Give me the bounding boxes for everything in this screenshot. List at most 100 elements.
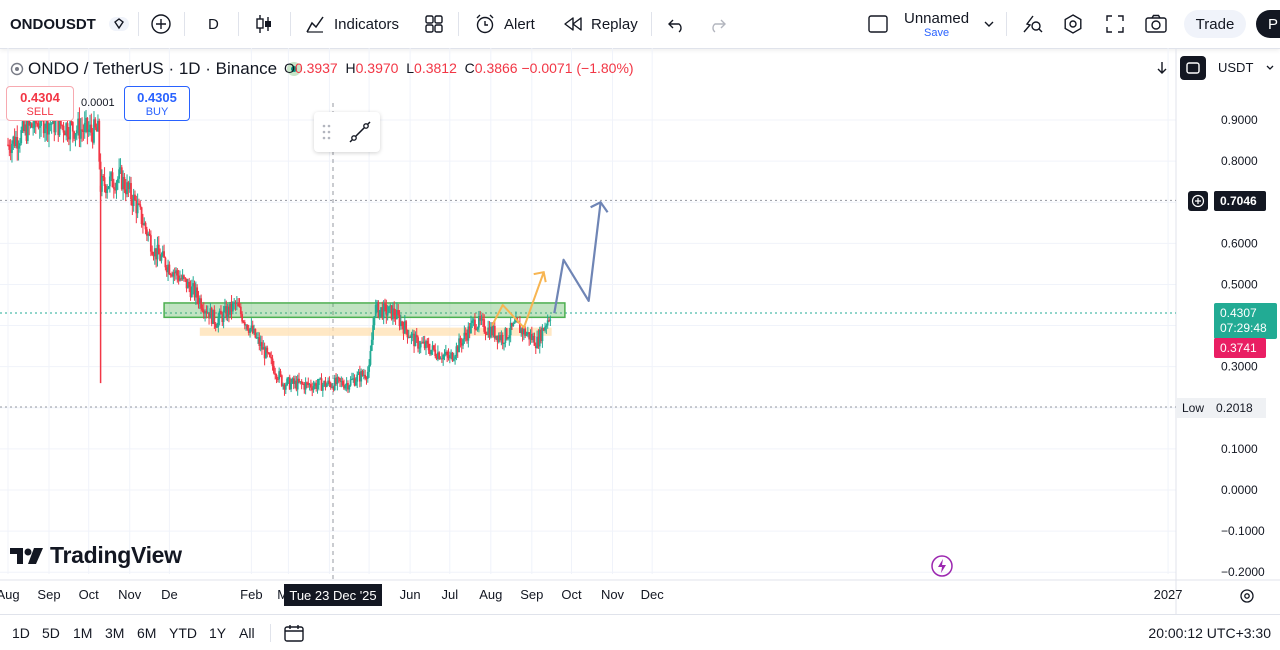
candle-body — [25, 124, 28, 141]
redo-button[interactable] — [706, 0, 728, 48]
candle-body — [218, 310, 221, 319]
candle-body — [112, 187, 115, 189]
last-price-label: 0.4307 07:29:48 — [1214, 303, 1277, 339]
time-tick-label: Dec — [641, 587, 665, 602]
templates-button[interactable] — [423, 0, 445, 48]
candle-body — [209, 308, 212, 319]
candle-body — [525, 333, 528, 336]
candle-body — [254, 328, 257, 338]
candle-body — [30, 123, 33, 128]
candle-body — [8, 144, 11, 150]
clock-timezone[interactable]: 20:00:12 UTC+3:30 — [1148, 625, 1271, 641]
candle-body — [176, 270, 179, 276]
candle-body — [181, 275, 184, 280]
candle-body — [545, 325, 548, 327]
candle-body — [380, 307, 382, 311]
alert-label: Alert — [504, 15, 535, 33]
indicators-button[interactable]: Indicators — [304, 0, 399, 48]
candle-body — [413, 333, 415, 347]
candle-body — [157, 244, 160, 255]
candle-body — [451, 352, 454, 361]
event-lightning-icon[interactable] — [930, 554, 954, 583]
sell-button[interactable]: 0.4304 SELL — [6, 86, 74, 121]
range-5d[interactable]: 5D — [42, 625, 60, 641]
candle-body — [183, 275, 185, 278]
range-ytd[interactable]: YTD — [169, 625, 197, 641]
candle-body — [398, 314, 401, 327]
candle-body — [458, 338, 460, 353]
floating-drawing-toolbar[interactable] — [314, 112, 380, 152]
date-range-calendar-icon[interactable] — [283, 623, 305, 648]
replay-button[interactable]: Replay — [562, 0, 638, 48]
candle-body — [405, 321, 408, 330]
candle-body — [488, 327, 491, 338]
candle-body — [145, 229, 148, 236]
candle-body — [213, 309, 216, 325]
candle-body — [331, 387, 333, 389]
range-all[interactable]: All — [239, 625, 255, 641]
candle-body — [462, 339, 464, 346]
gear-icon — [1064, 14, 1082, 34]
currency-selector[interactable]: USDT — [1218, 60, 1253, 75]
chart-type-button[interactable] — [254, 0, 274, 48]
layout-menu-chevron-icon[interactable] — [982, 0, 996, 48]
candle-body — [272, 365, 275, 374]
trade-button[interactable]: Trade — [1184, 10, 1246, 38]
quick-search-button[interactable] — [1020, 0, 1044, 48]
range-3m[interactable]: 3M — [105, 625, 125, 641]
candle-body — [327, 380, 330, 385]
scroll-down-icon[interactable] — [1154, 60, 1170, 81]
candle-body — [257, 337, 259, 339]
add-alert-plus-icon[interactable] — [1188, 191, 1208, 211]
candle-body — [226, 306, 229, 319]
compare-symbol-button[interactable] — [150, 0, 172, 48]
time-axis: AugSepOctNovDeFebMarAprMayJunJulAugSepOc… — [0, 587, 1183, 602]
candle-body — [81, 129, 83, 131]
interval-button[interactable]: D — [208, 0, 219, 48]
candle-body — [159, 254, 162, 261]
range-1d[interactable]: 1D — [12, 625, 30, 641]
currency-chevron-icon[interactable] — [1264, 61, 1276, 79]
candle-body — [234, 302, 237, 304]
range-6m[interactable]: 6M — [137, 625, 157, 641]
candle-body — [507, 338, 509, 340]
range-1y[interactable]: 1Y — [209, 625, 227, 641]
fullscreen-button[interactable] — [1104, 0, 1126, 48]
candle-body — [259, 342, 262, 346]
layout-checkbox-icon[interactable] — [867, 0, 889, 48]
range-1m[interactable]: 1M — [73, 625, 93, 641]
candle-body — [127, 182, 130, 190]
fullscreen-icon — [1106, 15, 1124, 33]
candle-body — [475, 329, 478, 331]
plus-circle-icon — [151, 14, 171, 34]
candle-body — [364, 374, 367, 378]
candle-body — [202, 310, 205, 314]
symbol-search-button[interactable]: ONDOUSDT — [10, 0, 96, 48]
candle-body — [454, 356, 456, 360]
chart-sync-button[interactable] — [1180, 56, 1206, 80]
undo-button[interactable] — [666, 0, 688, 48]
candle-body — [235, 302, 238, 304]
symbol-diamond-icon[interactable] — [108, 0, 130, 48]
alert-button[interactable]: Alert — [474, 0, 535, 48]
candle-body — [512, 323, 515, 327]
tradingview-logo[interactable]: TradingView — [10, 542, 182, 569]
candle-body — [548, 320, 550, 322]
price-chart[interactable]: 0.90000.80000.70000.60000.50000.40000.30… — [0, 48, 1280, 614]
candle-body — [402, 326, 405, 334]
candle-body — [471, 320, 474, 323]
time-tick-label: Nov — [601, 587, 625, 602]
drag-handle-icon — [322, 124, 331, 140]
buy-button[interactable]: 0.4305 BUY — [124, 86, 190, 121]
layout-name-button[interactable]: Unnamed Save — [904, 11, 969, 40]
publish-button[interactable]: P — [1256, 10, 1280, 38]
snapshot-button[interactable] — [1144, 0, 1168, 48]
axis-settings-gear-icon[interactable] — [1238, 587, 1256, 610]
candle-body — [415, 334, 418, 338]
candle-body — [503, 343, 505, 345]
candle-body — [221, 314, 224, 322]
settings-button[interactable] — [1062, 0, 1084, 48]
candle-body — [179, 278, 181, 281]
candle-body — [122, 176, 124, 190]
high-key: H — [345, 60, 356, 76]
